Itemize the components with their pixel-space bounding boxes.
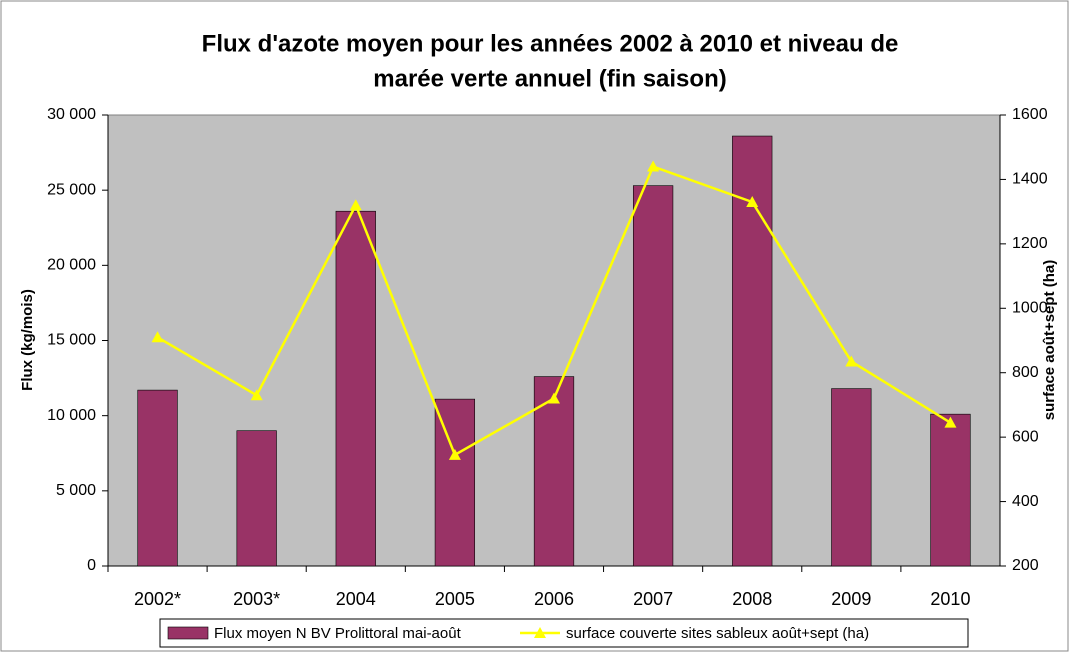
chart-title: marée verte annuel (fin saison) — [373, 65, 726, 92]
chart-title: Flux d'azote moyen pour les années 2002 … — [202, 30, 899, 57]
bar — [335, 210, 376, 567]
legend-label: surface couverte sites sableux août+sept… — [566, 625, 869, 642]
y-tick-label: 25 000 — [47, 181, 96, 198]
legend-box — [159, 618, 969, 648]
marker — [944, 416, 957, 428]
legend-swatch — [167, 626, 209, 640]
bar — [236, 430, 277, 567]
bar — [434, 398, 476, 567]
y2-axis-label: surface août+sept (ha) — [1041, 260, 1058, 420]
bar — [831, 388, 872, 567]
bar — [632, 185, 674, 567]
y2-tick-label: 400 — [1012, 493, 1039, 510]
y-tick-label: 10 000 — [47, 407, 96, 424]
bar — [930, 413, 971, 567]
y2-tick-label: 200 — [1012, 557, 1039, 574]
y-tick-label: 0 — [87, 557, 96, 574]
y-axis-label: Flux (kg/mois) — [19, 289, 36, 391]
marker — [548, 392, 560, 404]
bar — [732, 135, 773, 567]
y2-tick-label: 600 — [1012, 428, 1039, 445]
x-tick-label: 2006 — [534, 589, 574, 609]
x-tick-label: 2009 — [831, 589, 871, 609]
x-tick-label: 2007 — [633, 589, 673, 609]
x-tick-label: 2008 — [732, 589, 772, 609]
y-tick-label: 15 000 — [47, 332, 96, 349]
marker — [448, 448, 461, 460]
x-tick-label: 2002* — [134, 589, 181, 609]
bar — [533, 376, 575, 567]
y2-tick-label: 1600 — [1012, 106, 1048, 123]
y2-tick-label: 1200 — [1012, 235, 1048, 252]
marker — [647, 160, 660, 172]
x-tick-label: 2003* — [233, 589, 280, 609]
marker — [250, 389, 263, 401]
x-tick-label: 2004 — [336, 589, 376, 609]
y2-tick-label: 1000 — [1012, 300, 1048, 317]
x-tick-label: 2005 — [435, 589, 475, 609]
x-tick-label: 2010 — [930, 589, 970, 609]
legend-marker — [534, 627, 546, 638]
y-tick-label: 30 000 — [47, 106, 96, 123]
marker — [349, 199, 362, 211]
legend-label: Flux moyen N BV Prolittoral mai-août — [214, 625, 462, 642]
y-tick-label: 5 000 — [56, 482, 96, 499]
y2-tick-label: 800 — [1012, 364, 1039, 381]
marker — [845, 355, 858, 367]
marker — [151, 331, 164, 343]
bar — [137, 389, 178, 567]
marker — [746, 195, 759, 207]
y-tick-label: 20 000 — [47, 257, 96, 274]
y2-tick-label: 1400 — [1012, 171, 1048, 188]
